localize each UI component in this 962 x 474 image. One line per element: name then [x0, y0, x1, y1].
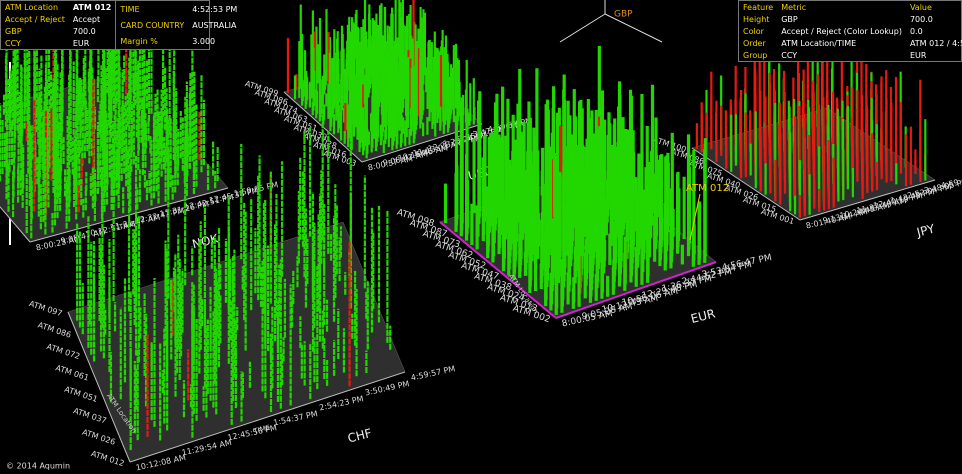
info-right: TIME 4:52:53 PM CARD COUNTRY AUSTRALIA Margi…	[116, 1, 241, 49]
cell: TIME	[120, 4, 140, 14]
gizmo-axis	[559, 13, 606, 43]
cell: EUR	[72, 38, 90, 48]
cell: Color	[743, 26, 764, 36]
row-label: ATM 037	[72, 406, 108, 425]
row: GBP 700.0	[1, 25, 116, 37]
cell: Metric	[781, 2, 807, 12]
cell: ATM Location	[5, 2, 59, 12]
cell: 700.0	[72, 26, 96, 36]
row: Margin % 3.000	[116, 33, 241, 49]
row-label: ATM 012	[90, 449, 126, 468]
plot: ATM 097 ATM 086 ATM 072 ATM 061 ATM 051 ATM 0…	[28, 95, 456, 472]
cell: CCY	[5, 38, 21, 48]
row-axis	[67, 311, 131, 463]
cell: Group	[743, 50, 768, 60]
row-label: ATM 061	[54, 363, 90, 382]
cell: 700.0	[909, 14, 933, 24]
row: Order ATM Location/TIME ATM 012 / 4:52:53 …	[739, 37, 962, 49]
time-axis	[799, 179, 936, 221]
row: Group CCY EUR	[739, 49, 962, 61]
cell: CARD COUNTRY	[120, 20, 185, 30]
cell: Feature	[743, 2, 774, 12]
cell: Value	[909, 2, 932, 12]
cell: Accept / Reject (Color Lookup)	[781, 26, 902, 36]
row-axis	[691, 147, 801, 221]
cell: 3.000	[192, 36, 216, 46]
cell: AUSTRALIA	[192, 20, 237, 30]
cell: Accept	[72, 14, 101, 24]
row-label: ATM 026	[81, 428, 117, 447]
row: ATM Location ATM 012	[1, 1, 116, 13]
legend-table: Feature Metric Value Height GBP 700.0 Color Acc…	[739, 1, 962, 61]
cell: 0.0	[909, 26, 923, 36]
row-label: ATM 072	[46, 342, 82, 361]
gizmo-axis	[604, 13, 663, 43]
gizmo-label: GBP	[614, 10, 633, 20]
cell: GBP	[5, 26, 22, 36]
row: CCY EUR	[1, 37, 116, 49]
row-axis	[439, 221, 557, 319]
group-label: CHF	[346, 426, 373, 445]
cell: GBP	[781, 14, 798, 24]
callout-line	[689, 193, 701, 241]
copyright: © 2014 Aqumin	[6, 462, 70, 471]
cell: 4:52:53 PM	[192, 4, 238, 14]
info-panel: ATM Location ATM 012 Accept / Reject Accept…	[0, 0, 237, 50]
cell: CCY	[781, 50, 798, 60]
row: TIME 4:52:53 PM	[116, 1, 241, 17]
row-label: ATM 086	[37, 321, 73, 340]
row-label: ATM 097	[28, 299, 64, 318]
legend-panel: Feature Metric Value Height GBP 700.0 Color Acc…	[738, 0, 962, 62]
callout: ATM 012	[686, 183, 729, 194]
group-label: EUR	[689, 306, 716, 326]
time-label: 4:59:57 PM	[410, 364, 456, 382]
group-label: JPY	[914, 221, 936, 239]
cell: Margin %	[120, 36, 158, 46]
cell: EUR	[909, 50, 927, 60]
time-axis	[129, 371, 406, 463]
cell: Order	[743, 38, 766, 48]
cell: Height	[743, 14, 770, 24]
row: CARD COUNTRY AUSTRALIA	[116, 17, 241, 33]
row-label: ATM 051	[63, 385, 99, 404]
row: Accept / Reject Accept	[1, 13, 116, 25]
cell: ATM 012	[72, 2, 112, 12]
cell: ATM Location/TIME	[781, 38, 857, 48]
cell: ATM 012 / 4:52:53 PM	[909, 38, 962, 48]
row-axis	[0, 206, 31, 243]
row: Feature Metric Value	[739, 1, 962, 13]
info-left: ATM Location ATM 012 Accept / Reject Accept…	[1, 1, 117, 49]
time-axis	[555, 261, 717, 319]
row: Height GBP 700.0	[739, 13, 962, 25]
row: Color Accept / Reject (Color Lookup) 0.0	[739, 25, 962, 37]
cell: Accept / Reject	[5, 14, 65, 24]
